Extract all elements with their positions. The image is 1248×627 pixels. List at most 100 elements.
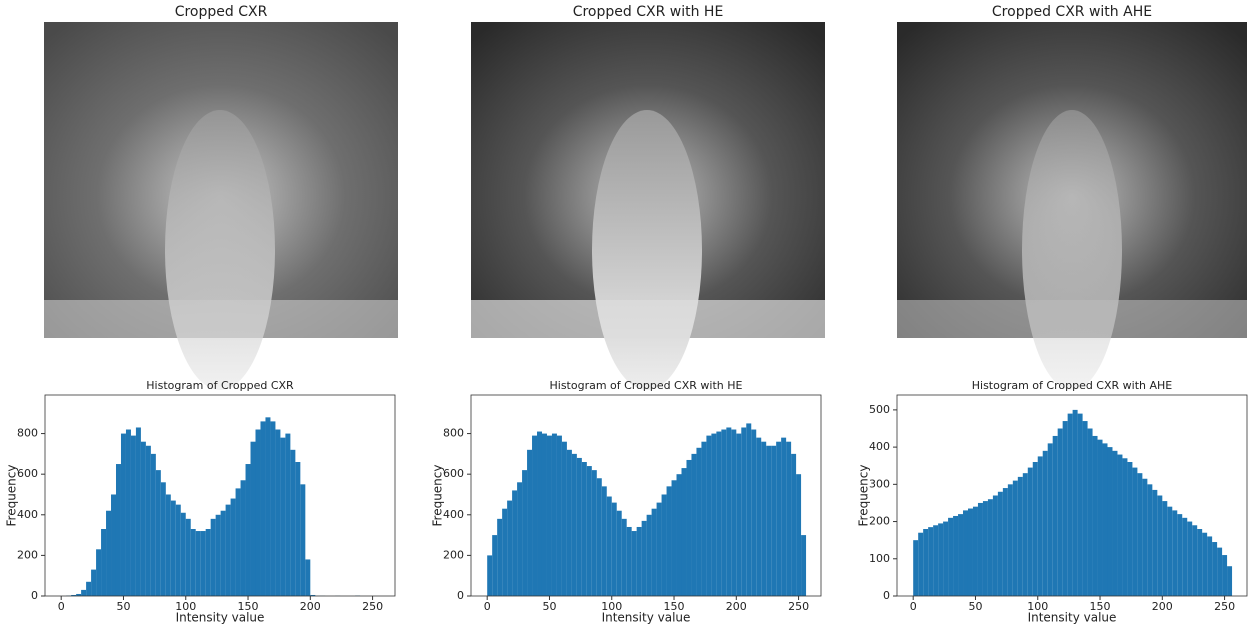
x-tick-label: 200 xyxy=(300,600,321,613)
histogram-bar xyxy=(1212,542,1217,596)
histogram-bar xyxy=(246,464,251,596)
x-tick-label: 0 xyxy=(484,600,491,613)
histogram-bar xyxy=(251,442,256,596)
image-title: Cropped CXR with HE xyxy=(573,4,724,20)
histogram-bar xyxy=(126,430,131,596)
histogram-bar xyxy=(1033,462,1038,596)
histogram-bar xyxy=(1107,447,1112,596)
histogram-bar xyxy=(1137,473,1142,596)
histogram-bar xyxy=(260,421,265,596)
histogram-bar xyxy=(111,494,116,596)
histogram-bar xyxy=(171,501,176,596)
histogram-bar xyxy=(1167,507,1172,596)
histogram-bar xyxy=(1152,490,1157,596)
x-axis-label: Intensity value xyxy=(1028,611,1117,625)
histogram-bar xyxy=(918,533,923,596)
x-tick-label: 50 xyxy=(116,600,130,613)
histogram-bar xyxy=(1083,421,1088,596)
histogram-bar xyxy=(156,470,161,596)
histogram-bar xyxy=(796,474,801,596)
histogram-bar xyxy=(998,492,1003,596)
histogram-bar xyxy=(300,484,305,596)
histogram-bar xyxy=(771,446,776,596)
histogram-bar xyxy=(1192,525,1197,596)
histogram-bar xyxy=(928,527,933,596)
histogram-bar xyxy=(285,434,290,596)
histogram-bar xyxy=(275,430,280,596)
histogram-bar xyxy=(1177,514,1182,596)
histogram-bar xyxy=(141,442,146,596)
histogram-bar xyxy=(716,432,721,596)
x-axis-label: Intensity value xyxy=(176,611,265,625)
histogram-bar xyxy=(91,570,96,596)
histogram-bar xyxy=(231,499,236,596)
x-tick-label: 0 xyxy=(58,600,65,613)
histogram-bar xyxy=(781,438,786,596)
histogram-bar xyxy=(492,535,497,596)
histogram-bar xyxy=(1112,451,1117,596)
histogram-bar xyxy=(1187,522,1192,596)
histogram-bar xyxy=(1217,548,1222,596)
histogram-bar xyxy=(791,454,796,596)
xray-image xyxy=(44,22,398,390)
histogram-bar xyxy=(1222,555,1227,596)
histogram-bar xyxy=(948,518,953,596)
histogram-bar xyxy=(647,515,652,596)
histogram-bar xyxy=(731,430,736,596)
histogram-bar xyxy=(953,516,958,596)
histogram-bar xyxy=(602,486,607,596)
histogram-bar xyxy=(1078,414,1083,596)
histogram-bar xyxy=(632,531,637,596)
histogram-bar xyxy=(81,590,86,596)
histogram-bar xyxy=(572,454,577,596)
histogram-bar xyxy=(1098,440,1103,596)
histogram-bar xyxy=(677,474,682,596)
y-tick-label: 800 xyxy=(17,427,38,440)
y-axis-label: Frequency xyxy=(857,465,871,527)
histogram-bar xyxy=(176,505,181,596)
histogram-bar xyxy=(1068,414,1073,596)
histogram-bar xyxy=(943,522,948,596)
figure: Cropped CXR Cropped CXR with HE Cropped … xyxy=(0,0,1248,627)
y-tick-label: 800 xyxy=(443,427,464,440)
histogram-bar xyxy=(667,486,672,596)
histogram-bar xyxy=(1058,429,1063,597)
histogram-bar xyxy=(617,511,622,596)
histogram-bar xyxy=(86,582,91,596)
histogram-bar xyxy=(1003,488,1008,596)
x-tick-label: 250 xyxy=(1214,600,1235,613)
histogram-bar xyxy=(741,427,746,596)
histogram-bar xyxy=(587,466,592,596)
histogram-bar xyxy=(236,488,241,596)
y-tick-label: 0 xyxy=(457,589,464,602)
histogram-bar xyxy=(1132,468,1137,596)
histogram-bar xyxy=(161,482,166,596)
histogram-bar xyxy=(1008,484,1013,596)
image-title: Cropped CXR xyxy=(175,4,268,20)
histogram-bar xyxy=(497,519,502,596)
histogram-bar xyxy=(1197,529,1202,596)
histogram-bar xyxy=(726,427,731,596)
histogram-bar xyxy=(547,436,552,596)
histogram-bar xyxy=(642,521,647,596)
histogram-bar xyxy=(1207,536,1212,596)
chart-title: Histogram of Cropped CXR with HE xyxy=(550,379,743,392)
histogram-bar xyxy=(696,448,701,596)
histogram-bar xyxy=(766,446,771,596)
histogram-bar xyxy=(121,434,126,596)
histogram-bar xyxy=(101,529,106,596)
histogram-bar xyxy=(487,555,492,596)
histogram-bar xyxy=(1182,518,1187,596)
y-axis-label: Frequency xyxy=(5,465,19,527)
histogram-bar xyxy=(801,535,806,596)
histogram-bar xyxy=(993,496,998,597)
histogram-bar xyxy=(1028,468,1033,596)
histogram-bar xyxy=(612,503,617,596)
histogram-bar xyxy=(968,509,973,596)
histogram-bar xyxy=(1088,429,1093,597)
histogram-bar xyxy=(592,470,597,596)
y-tick-label: 600 xyxy=(443,467,464,480)
histogram-bar xyxy=(983,501,988,596)
histogram-bar xyxy=(1147,484,1152,596)
histogram-bar xyxy=(1048,443,1053,596)
